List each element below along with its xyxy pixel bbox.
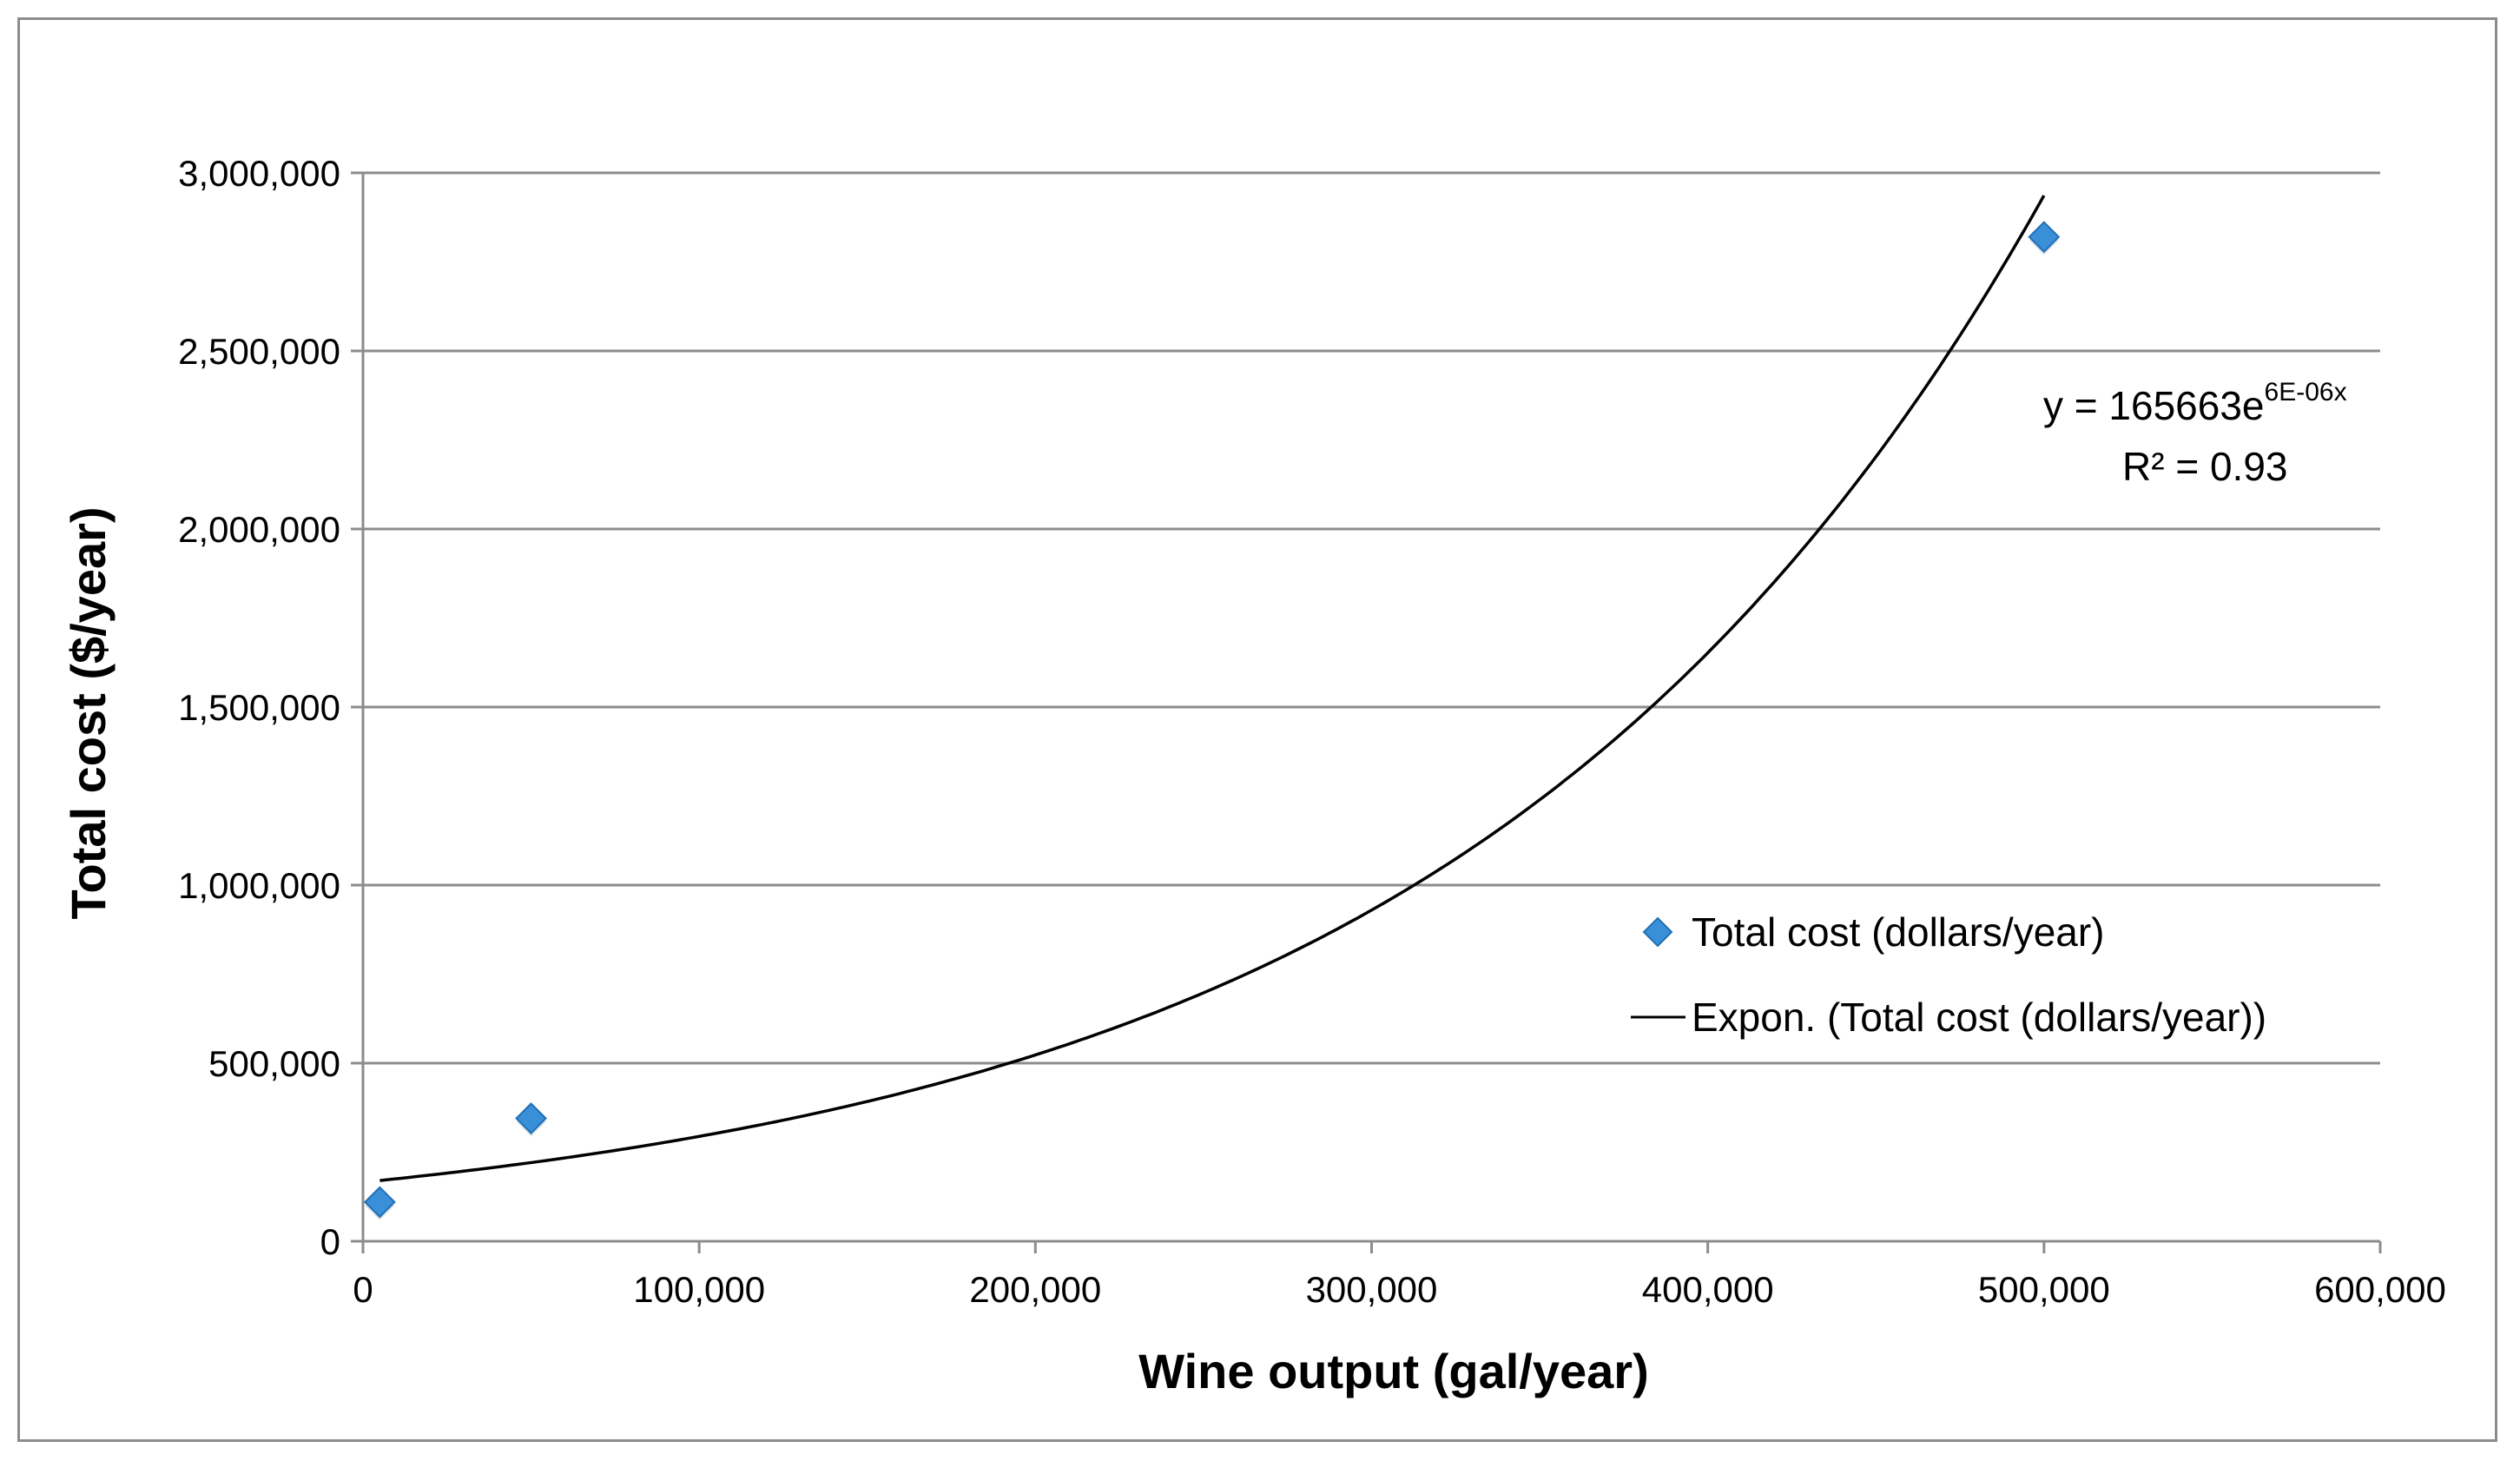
trendline-layer <box>379 195 2046 1182</box>
y-tick-label: 2,000,000 <box>178 509 340 550</box>
data-point <box>2028 221 2061 254</box>
y-tick-label: 0 <box>320 1221 340 1262</box>
r-squared-label: R² = 0.93 <box>2122 444 2288 489</box>
x-tick-label: 600,000 <box>2314 1269 2446 1310</box>
equation-line: y = 165663e6E-06x <box>2043 378 2347 428</box>
x-tick-label: 100,000 <box>633 1269 765 1310</box>
chart-svg: 0 500,000 1,000,000 1,500,000 2,000,000 2,500… <box>61 153 2446 1398</box>
legend-label-series: Total cost (dollars/year) <box>1692 909 2105 955</box>
chart-frame: 0 500,000 1,000,000 1,500,000 2,000,000 2,500… <box>17 17 2497 1442</box>
y-tick-label: 1,500,000 <box>178 687 340 728</box>
x-tick-label: 0 <box>353 1269 373 1310</box>
equation-base: y = 165663e <box>2043 383 2265 428</box>
y-tick-label: 1,000,000 <box>178 865 340 906</box>
gridlines <box>363 171 2380 1065</box>
y-tick-label: 500,000 <box>208 1043 340 1084</box>
y-axis-title: Total cost ($/year) <box>61 506 115 919</box>
y-tick-label: 3,000,000 <box>178 153 340 194</box>
data-point <box>515 1102 547 1134</box>
x-tick-label: 500,000 <box>1978 1269 2110 1310</box>
tick-labels: 0 500,000 1,000,000 1,500,000 2,000,000 2,500… <box>178 153 2446 1310</box>
x-axis-title: Wine output (gal/year) <box>1138 1344 1649 1398</box>
legend: Total cost (dollars/year) Expon. (Total … <box>1631 909 2266 1040</box>
trendline-path <box>379 195 2046 1182</box>
x-tick-label: 400,000 <box>1642 1269 1774 1310</box>
equation-exponent: 6E-06x <box>2265 378 2347 407</box>
data-point <box>363 1186 396 1219</box>
legend-label-trendline: Expon. (Total cost (dollars/year)) <box>1692 995 2266 1040</box>
axes <box>351 171 2382 1253</box>
trendline-equation: y = 165663e6E-06x R² = 0.93 <box>2043 378 2347 489</box>
data-points <box>363 221 2061 1220</box>
y-tick-label: 2,500,000 <box>178 331 340 372</box>
legend-diamond-marker <box>1642 916 1673 948</box>
x-tick-label: 200,000 <box>969 1269 1101 1310</box>
x-tick-label: 300,000 <box>1306 1269 1438 1310</box>
